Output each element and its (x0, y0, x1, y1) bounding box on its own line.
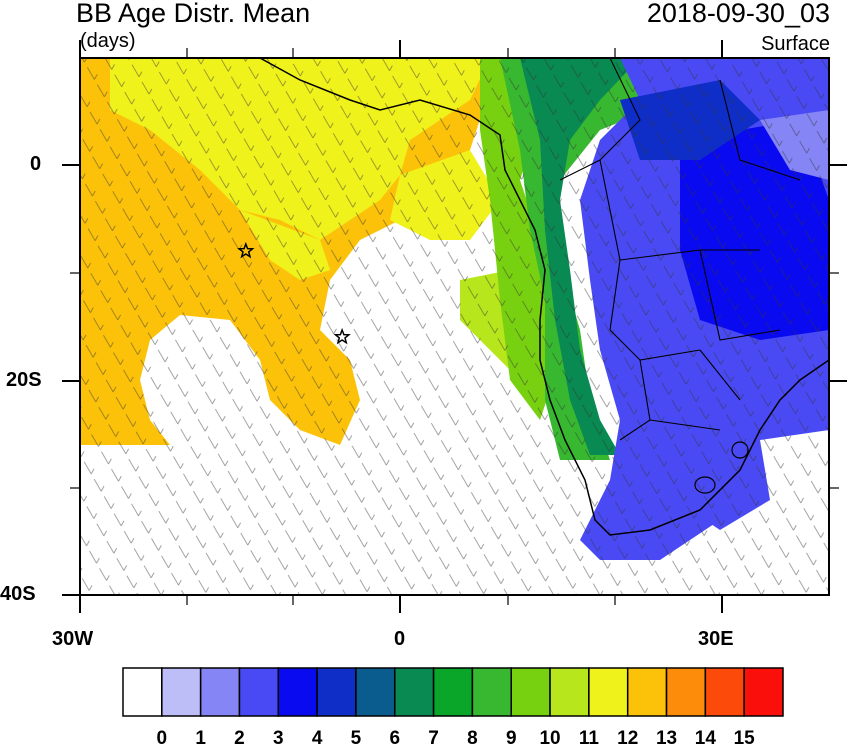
colorbar-box (122, 667, 163, 717)
colorbar-box (432, 667, 474, 717)
colorbar-label: 4 (311, 728, 323, 749)
africa-coastline (259, 58, 829, 536)
lat-label-40s: 40S (0, 583, 36, 605)
units-label: (days) (80, 30, 136, 52)
colorbar-label: 11 (578, 728, 599, 749)
colorbar-label: 1 (195, 728, 206, 749)
colorbar-label: 2 (234, 728, 245, 749)
colorbar-box (161, 667, 202, 717)
colorbar-box (626, 667, 668, 717)
colorbar-label: 0 (156, 728, 168, 749)
colorbar-label: 14 (694, 728, 716, 749)
colorbar-box (665, 667, 707, 717)
time-label: 2018-09-30_03 (646, 0, 830, 28)
lon-label-0: 0 (394, 628, 406, 650)
colorbar-box (316, 667, 357, 717)
star-marker (333, 327, 351, 345)
colorbar-label: 8 (467, 728, 478, 749)
colorbar-box (471, 667, 512, 717)
colorbar-label: 13 (655, 728, 678, 749)
axis-ticks (62, 40, 847, 613)
colorbar-label: 6 (389, 728, 401, 749)
lon-label-30e: 30E (698, 628, 734, 650)
colorbar-box (355, 667, 396, 717)
colorbar-box (743, 667, 784, 717)
colorbar-box (549, 667, 590, 717)
colorbar-label: 5 (350, 728, 362, 749)
colorbar-label: 15 (733, 728, 755, 749)
star-marker (237, 241, 255, 259)
level-label: Surface (761, 33, 830, 55)
colorbar-label: 10 (539, 728, 561, 749)
colorbar-label: 7 (428, 728, 439, 749)
lon-label-30w: 30W (52, 628, 94, 650)
colorbar-box (704, 667, 745, 717)
colorbar-box (394, 667, 435, 717)
lat-label-20s: 20S (6, 369, 42, 391)
lat-label-0: 0 (30, 153, 42, 175)
map-title: BB Age Distr. Mean (76, 0, 311, 28)
colorbar-box (199, 667, 241, 717)
colorbar-label: 9 (505, 728, 517, 749)
map-frame (79, 57, 830, 596)
colorbar (122, 667, 784, 717)
colorbar-label: 12 (617, 728, 639, 749)
colorbar-box (238, 667, 280, 717)
colorbar-label: 3 (272, 728, 284, 749)
colorbar-box (510, 667, 551, 717)
map-field (80, 58, 829, 595)
colorbar-box (277, 667, 318, 717)
colorbar-box (588, 667, 629, 717)
